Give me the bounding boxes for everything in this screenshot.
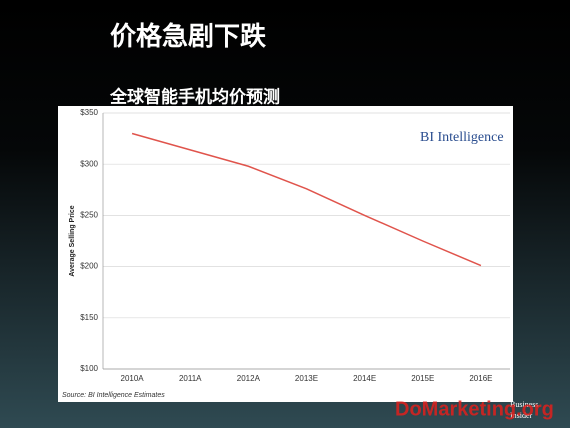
y-axis-label: Average Selling Price <box>69 205 76 276</box>
chart-subtitle: 全球智能手机均价预测 <box>109 86 280 106</box>
brand-label: BI Intelligence <box>420 130 504 145</box>
x-tick-label: 2010A <box>121 374 145 383</box>
chart-title: 价格急剧下跌 <box>110 21 266 51</box>
x-tick-label: 2011A <box>179 374 202 383</box>
y-tick-label: $300 <box>80 159 98 168</box>
data-line <box>131 132 482 267</box>
x-tick-label: 2016E <box>469 374 492 383</box>
watermark: DoMarketing.org <box>395 398 554 420</box>
source: Source: BI Intelligence Estimates <box>62 392 165 399</box>
y-tick-label: $350 <box>80 108 98 117</box>
x-tick-label: 2013E <box>295 374 318 383</box>
chart-panel <box>58 106 513 402</box>
y-tick-label: $200 <box>80 262 98 271</box>
logo: Business <box>510 400 538 409</box>
x-tick-label: 2012A <box>237 374 261 383</box>
x-tick-label: 2015E <box>411 374 434 383</box>
x-tick-label: 2014E <box>353 374 376 383</box>
y-tick-label: $150 <box>80 313 98 322</box>
y-tick-label: $250 <box>80 211 98 220</box>
y-tick-label: $100 <box>80 364 98 373</box>
logo: Insider <box>510 411 533 420</box>
